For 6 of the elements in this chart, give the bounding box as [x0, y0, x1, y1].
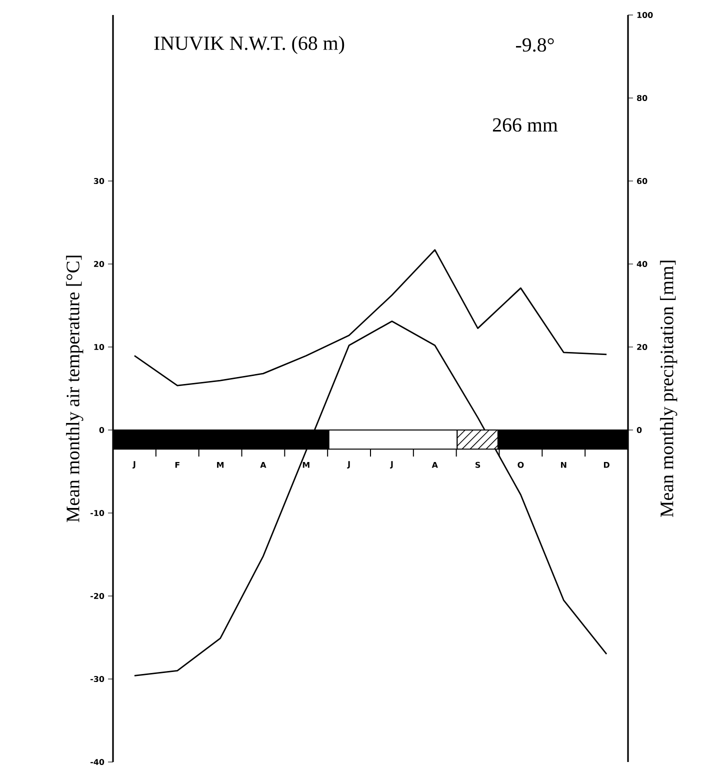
line-series [134, 249, 608, 386]
text: INUVIK N.W.T. (68 m) [154, 36, 344, 54]
annotation: 266 mm [492, 118, 558, 132]
y2-axis-title: Mean monthly precipitation [mm] [660, 260, 678, 518]
y-axis-title: Mean monthly air temperature [°C] [66, 256, 84, 522]
annotation: -9.8° [516, 38, 554, 52]
